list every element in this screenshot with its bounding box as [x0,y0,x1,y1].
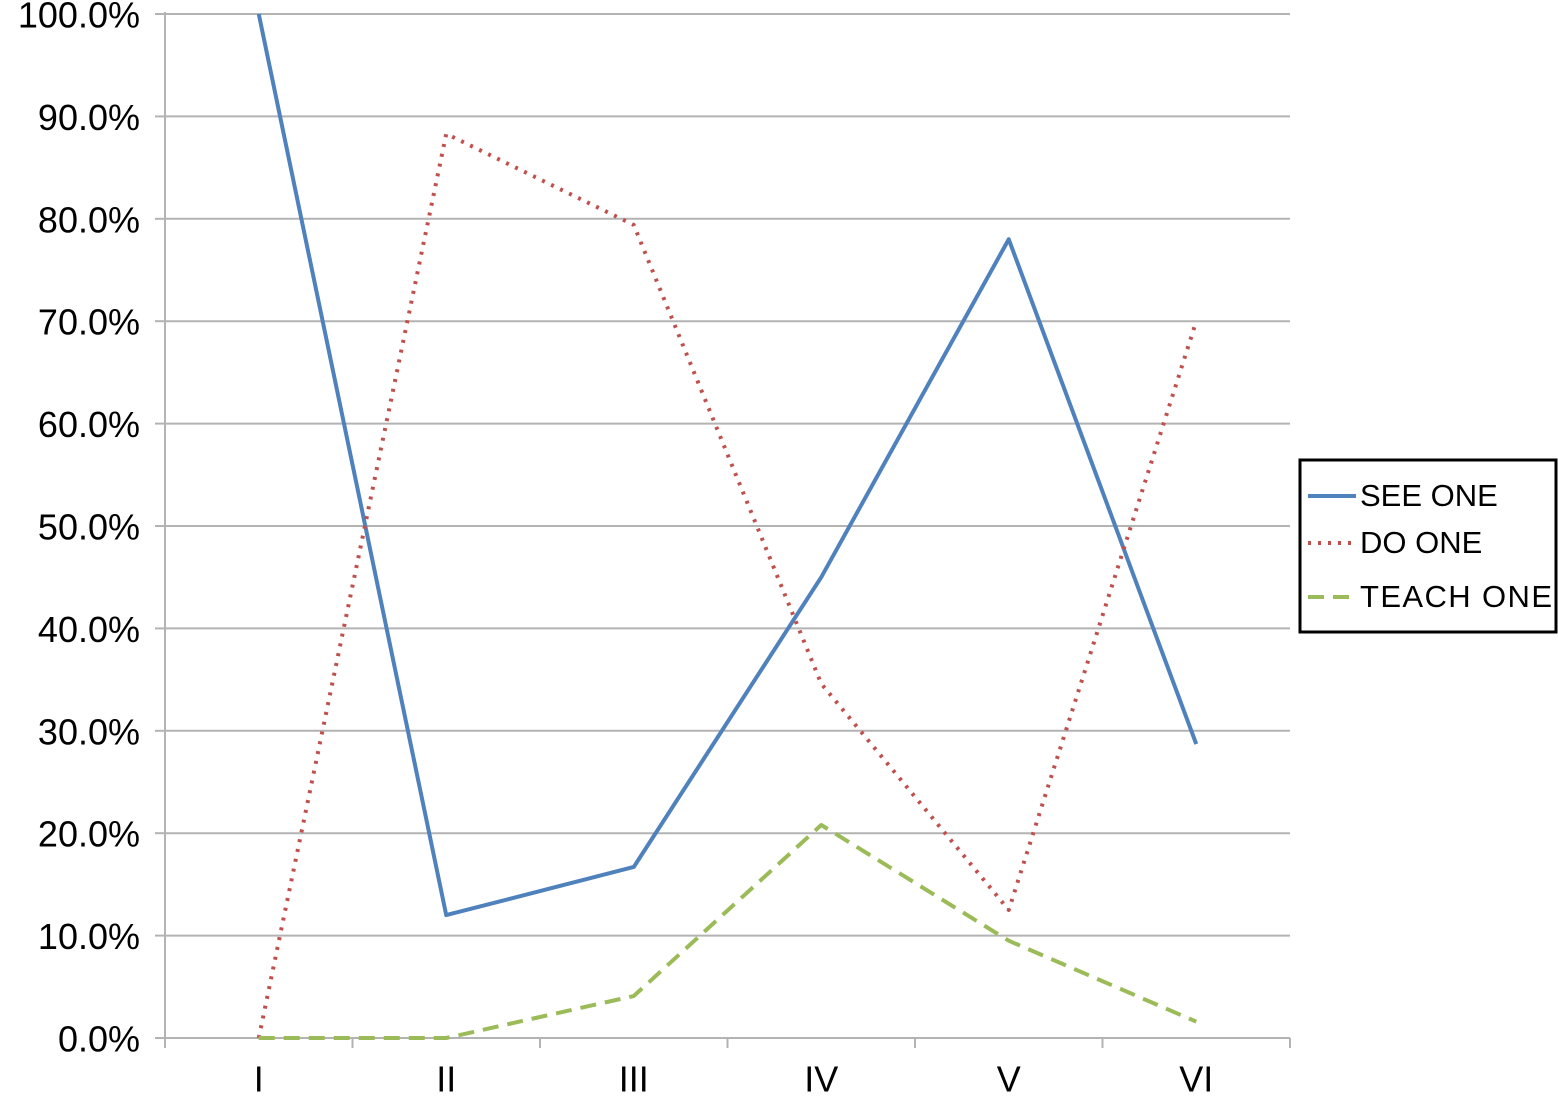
y-tick-label: 10.0% [38,916,140,957]
y-tick-label: 30.0% [38,711,140,752]
x-tick-label: IV [804,1059,838,1100]
x-tick-label: III [619,1059,649,1100]
series-line [258,823,1198,1040]
series-line [256,131,1199,1039]
x-tick-label: VI [1179,1059,1213,1100]
y-tick-label: 50.0% [38,507,140,548]
legend-label: TEACH ONE [1360,579,1552,614]
series-line [256,13,1199,918]
legend-label: SEE ONE [1360,478,1498,513]
y-tick-label: 40.0% [38,609,140,650]
x-tick-label: V [997,1059,1021,1100]
legend-label: DO ONE [1360,525,1482,560]
y-tick-label: 100.0% [18,0,140,36]
y-tick-label: 70.0% [38,302,140,343]
x-tick-label: I [254,1059,264,1100]
x-tick-label: II [436,1059,456,1100]
y-tick-label: 60.0% [38,404,140,445]
y-tick-label: 90.0% [38,97,140,138]
y-tick-label: 80.0% [38,199,140,240]
y-tick-label: 0.0% [58,1019,140,1060]
y-tick-label: 20.0% [38,814,140,855]
legend-box [1298,458,1558,634]
